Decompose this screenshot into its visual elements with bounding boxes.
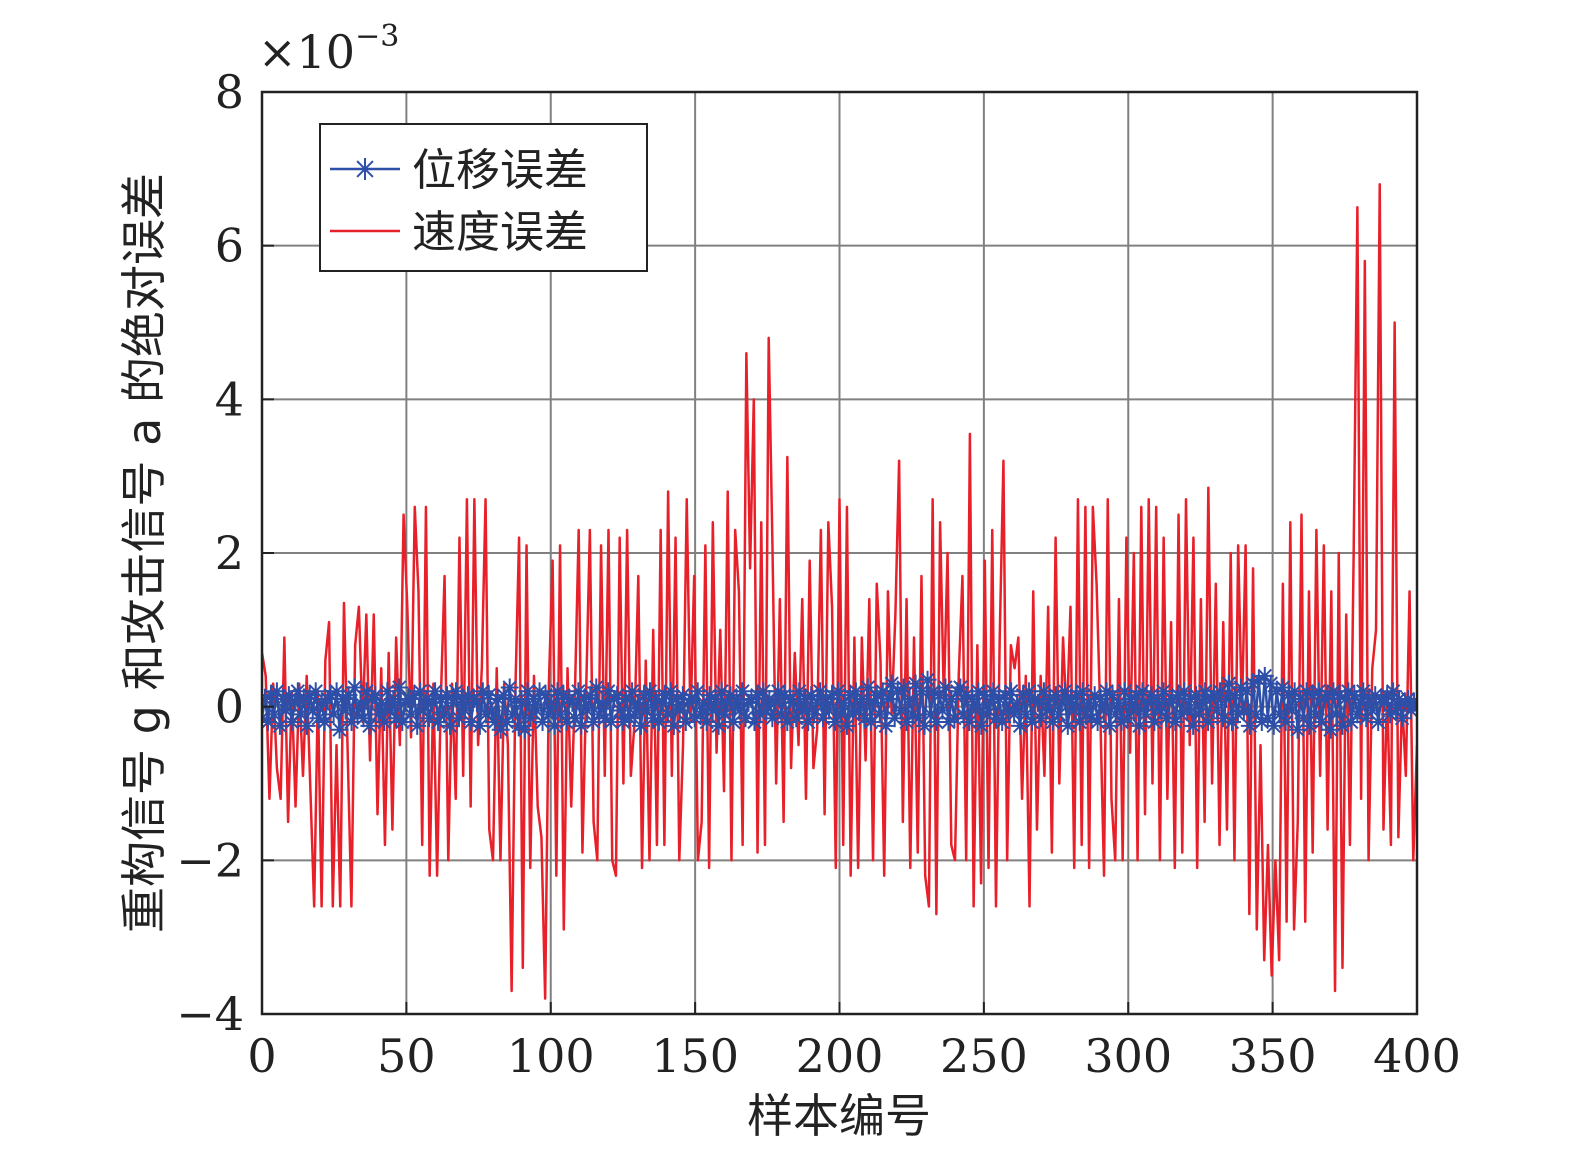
legend-label-velocity: 速度误差 — [412, 207, 588, 258]
data-point-marker — [1285, 682, 1304, 701]
data-point-marker — [1282, 701, 1301, 720]
data-point-marker — [993, 713, 1012, 732]
data-point-marker — [1240, 716, 1259, 735]
data-point-marker — [1178, 701, 1197, 720]
data-point-marker — [802, 686, 821, 705]
y-tick-label: 6 — [215, 219, 244, 273]
data-point-marker — [297, 716, 316, 735]
data-point-marker — [345, 678, 364, 697]
y-tick-label: 2 — [215, 526, 244, 580]
data-point-marker — [632, 716, 651, 735]
data-point-marker — [587, 678, 606, 697]
y-tick-label: 0 — [215, 680, 244, 734]
legend-asterisk-icon — [354, 158, 376, 180]
data-point-marker — [572, 716, 591, 735]
data-point-marker — [339, 686, 358, 705]
x-tick-label: 150 — [651, 1029, 739, 1083]
data-point-marker — [381, 701, 400, 720]
data-point-marker — [951, 678, 970, 697]
x-tick-label: 200 — [796, 1029, 884, 1083]
x-tick-label: 250 — [940, 1029, 1028, 1083]
legend-box — [319, 123, 648, 272]
data-point-marker — [1234, 701, 1253, 720]
data-point-marker — [1408, 697, 1417, 716]
data-point-marker — [1276, 713, 1295, 732]
x-tick-label: 50 — [377, 1029, 436, 1083]
legend: 位移误差 速度误差 — [319, 123, 648, 272]
data-point-marker — [360, 716, 379, 735]
legend-label-displacement: 位移误差 — [412, 145, 588, 196]
x-tick-label: 350 — [1229, 1029, 1317, 1083]
data-point-marker — [1321, 720, 1340, 739]
data-point-marker — [1357, 709, 1376, 728]
data-point-marker — [324, 705, 343, 724]
data-point-marker — [390, 678, 409, 697]
data-point-marker — [1291, 689, 1310, 708]
data-point-marker — [1306, 705, 1325, 724]
data-point-marker — [1324, 682, 1343, 701]
data-point-marker — [330, 720, 349, 739]
series-displacement-error — [262, 666, 1417, 739]
data-point-marker — [1360, 689, 1379, 708]
data-point-marker — [479, 686, 498, 705]
data-point-marker — [1124, 701, 1143, 720]
x-axis-label: 样本编号 — [747, 1089, 931, 1143]
data-point-marker — [1130, 716, 1149, 735]
y-axis-ticks: −4 −2 0 2 4 6 8 — [176, 65, 274, 1041]
data-point-marker — [1094, 701, 1113, 720]
data-point-marker — [664, 716, 683, 735]
data-point-marker — [611, 701, 630, 720]
legend-marker-asterisk-icon — [354, 158, 376, 180]
y-tick-label: 8 — [215, 65, 244, 119]
x-tick-label: 300 — [1084, 1029, 1172, 1083]
data-point-marker — [703, 701, 722, 720]
data-point-marker — [1384, 682, 1403, 701]
data-point-marker — [270, 716, 289, 735]
data-point-marker — [918, 670, 937, 689]
x-tick-label: 100 — [507, 1029, 595, 1083]
data-point-marker — [772, 705, 791, 724]
data-point-marker — [1369, 713, 1388, 732]
data-point-marker — [820, 701, 839, 720]
data-point-marker — [745, 713, 764, 732]
data-point-marker — [581, 686, 600, 705]
y-tick-label: −2 — [176, 833, 244, 887]
x-axis-ticks: 0 50 100 150 200 250 300 350 400 — [247, 1002, 1461, 1083]
data-point-marker — [455, 701, 474, 720]
data-point-marker — [1058, 716, 1077, 735]
data-point-marker — [966, 701, 985, 720]
data-point-marker — [715, 705, 734, 724]
data-point-marker — [900, 689, 919, 708]
data-point-marker — [1199, 713, 1218, 732]
x-tick-label: 0 — [247, 1029, 276, 1083]
data-point-marker — [1049, 705, 1068, 724]
y-axis-label: 重构信号 g 和攻击信号 a 的绝对误差 — [117, 173, 171, 933]
x-tick-label: 400 — [1373, 1029, 1461, 1083]
y-multiplier: ×10−3 — [258, 19, 399, 79]
y-tick-label: −4 — [176, 987, 244, 1041]
data-point-marker — [518, 682, 537, 701]
data-point-marker — [846, 682, 865, 701]
data-point-marker — [408, 716, 427, 735]
y-tick-label: 4 — [215, 372, 244, 426]
